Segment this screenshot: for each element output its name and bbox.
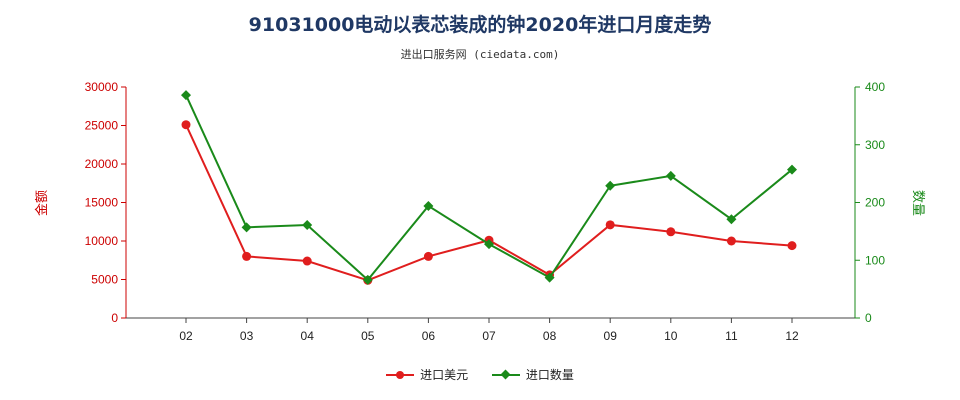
x-tick-label: 02 [179,329,193,343]
x-tick-label: 10 [664,329,678,343]
data-point-imports-usd [726,236,736,246]
data-point-imports-quantity [787,164,797,175]
x-tick-label: 04 [301,329,315,343]
left-tick-label: 20000 [85,157,119,171]
data-point-imports-usd [423,251,433,261]
data-point-imports-usd [666,227,676,237]
legend-swatch-series2 [491,369,520,380]
right-tick-label: 0 [865,311,872,325]
legend-item-series1[interactable]: 进口美元 [386,366,468,383]
x-tick-label: 05 [361,329,375,343]
x-tick-label: 07 [482,329,496,343]
legend-swatch-series1 [386,370,415,380]
right-tick-label: 200 [865,196,885,210]
right-tick-label: 300 [865,138,885,152]
left-tick-label: 0 [111,311,118,325]
x-tick-label: 06 [422,329,436,343]
data-point-imports-quantity [181,90,191,101]
data-point-imports-quantity [302,220,313,231]
data-point-imports-usd [181,120,191,130]
x-tick-label: 11 [725,329,738,343]
left-tick-label: 5000 [91,273,118,287]
legend-item-series2[interactable]: 进口数量 [491,366,574,383]
data-point-imports-usd [605,220,615,230]
x-tick-label: 09 [604,329,618,343]
chart-subtitle: 进出口服务网 (ciedata.com) [400,48,560,61]
legend-label-series1: 进口美元 [420,368,469,382]
right-tick-label: 100 [865,253,885,267]
left-tick-label: 25000 [85,119,119,133]
data-point-imports-quantity [423,200,434,211]
legend-label-series2: 进口数量 [525,368,574,382]
x-tick-label: 03 [240,329,254,343]
data-point-imports-quantity [484,239,494,250]
left-tick-label: 15000 [85,196,119,210]
x-tick-label: 08 [543,329,557,343]
series-line-imports-quantity [185,94,793,282]
data-point-imports-quantity [241,222,252,233]
right-axis-title: 数量 [910,190,925,216]
data-point-imports-quantity [605,180,616,191]
series-line-imports-usd [185,124,793,282]
data-point-imports-usd [787,241,797,251]
right-tick-label: 400 [865,80,885,94]
left-axis-title: 金额 [34,190,50,216]
x-tick-label: 12 [785,329,799,343]
data-point-imports-quantity [362,274,373,285]
left-tick-label: 10000 [85,234,119,248]
data-point-imports-usd [242,251,252,261]
data-point-imports-quantity [544,272,555,283]
left-tick-label: 30000 [85,80,119,94]
chart-title: 91031000电动以表芯装成的钟2020年进口月度走势 [248,14,712,36]
legend: 进口美元 进口数量 [0,366,960,383]
data-point-imports-usd [302,256,312,266]
data-point-imports-quantity [665,170,676,181]
data-point-imports-quantity [726,214,737,225]
